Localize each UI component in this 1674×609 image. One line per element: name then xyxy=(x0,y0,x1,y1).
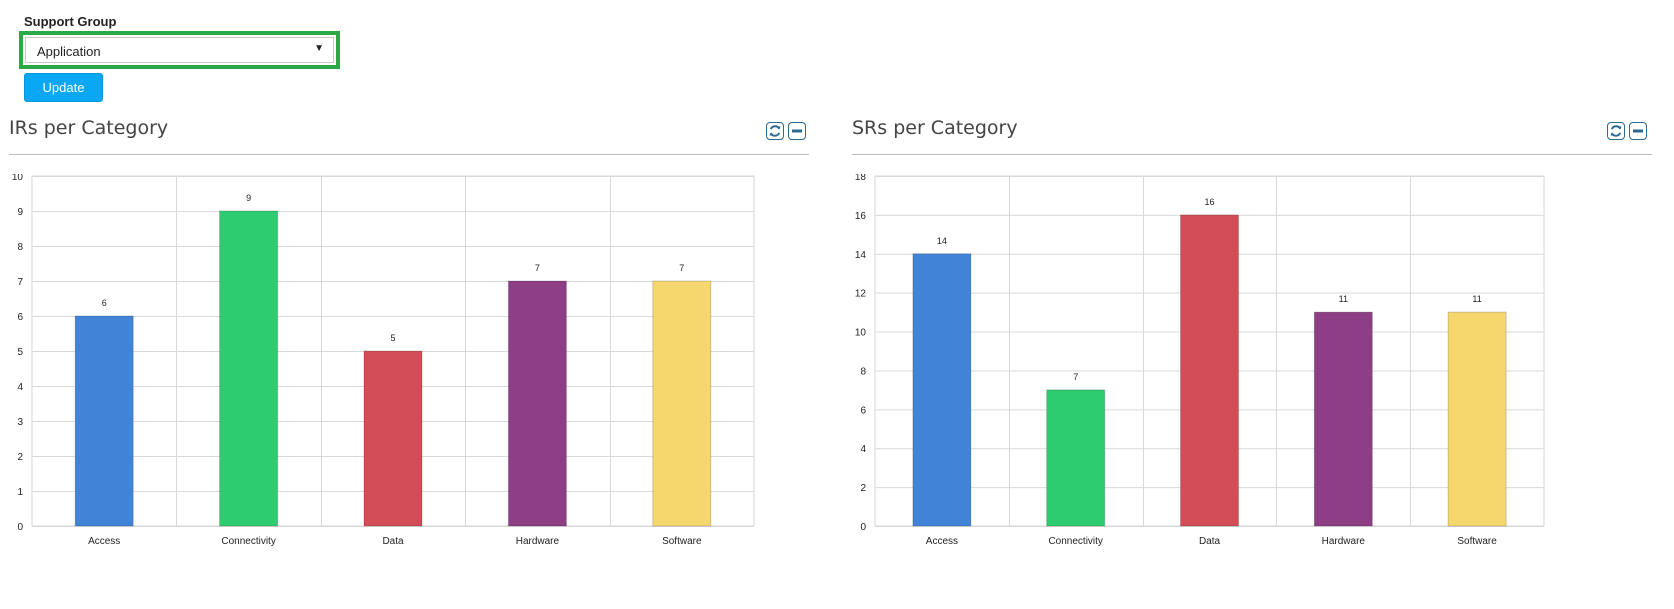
bar-hardware xyxy=(507,280,567,527)
x-tick-label: Data xyxy=(382,536,404,547)
y-tick-label: 7 xyxy=(17,277,23,288)
panel-title: IRs per Category xyxy=(9,117,169,139)
support-group-select-value: Application xyxy=(37,44,101,59)
x-tick-label: Hardware xyxy=(516,536,560,547)
minus-icon[interactable] xyxy=(1629,122,1647,140)
bar-hardware xyxy=(1313,311,1373,527)
x-tick-label: Access xyxy=(88,536,120,547)
x-tick-label: Connectivity xyxy=(1048,536,1102,547)
x-tick-label: Access xyxy=(926,536,958,547)
srs-bar-chart: 0 2 4 6 8 10 12 14 16 18 14 Access 7 Connectivity 16 Da… xyxy=(855,174,1545,547)
bar-access xyxy=(912,253,972,527)
y-tick-label: 0 xyxy=(860,522,866,533)
minus-icon[interactable] xyxy=(788,122,806,140)
bar-data xyxy=(363,350,423,527)
irs-per-category-panel: IRs per Category 0 1 2 3 4 5 6 7 8 9 10 6 Access 9 Con… xyxy=(9,112,809,592)
data-label: 9 xyxy=(246,193,251,203)
y-tick-label: 0 xyxy=(17,522,23,533)
bar-software xyxy=(1447,311,1507,527)
refresh-icon[interactable] xyxy=(1607,122,1625,140)
update-button[interactable]: Update xyxy=(24,73,103,102)
y-tick-label: 14 xyxy=(855,250,867,261)
x-tick-label: Connectivity xyxy=(221,536,275,547)
data-label: 6 xyxy=(102,298,107,308)
x-tick-label: Data xyxy=(1199,536,1221,547)
srs-per-category-panel: SRs per Category 0 2 4 6 8 10 12 14 16 18 14 Access… xyxy=(852,112,1652,592)
y-tick-label: 12 xyxy=(855,289,867,300)
y-tick-label: 4 xyxy=(860,444,866,455)
bar-software xyxy=(652,280,712,527)
y-tick-label: 6 xyxy=(860,405,866,416)
y-tick-label: 10 xyxy=(855,328,867,339)
x-tick-label: Hardware xyxy=(1322,536,1366,547)
panel-title: SRs per Category xyxy=(852,117,1018,139)
data-label: 7 xyxy=(535,263,540,273)
panel-divider xyxy=(9,154,809,155)
data-label: 7 xyxy=(1073,372,1078,382)
bar-connectivity xyxy=(1046,389,1106,527)
caret-down-icon: ▼ xyxy=(314,43,324,54)
bar-connectivity xyxy=(219,210,279,527)
bar-access xyxy=(74,315,134,527)
support-group-select-focus-ring: Application ▼ xyxy=(19,31,340,69)
y-tick-label: 8 xyxy=(860,366,866,377)
refresh-icon[interactable] xyxy=(766,122,784,140)
irs-bar-chart: 0 1 2 3 4 5 6 7 8 9 10 6 Access 9 Connectivity 5 Data 7 Ha… xyxy=(12,174,755,547)
y-tick-label: 10 xyxy=(12,174,24,183)
data-label: 14 xyxy=(937,236,947,246)
data-label: 16 xyxy=(1204,197,1214,207)
y-tick-label: 4 xyxy=(17,382,23,393)
support-group-label: Support Group xyxy=(24,14,117,29)
data-label: 7 xyxy=(679,263,684,273)
y-tick-label: 1 xyxy=(17,487,23,498)
y-tick-label: 5 xyxy=(17,347,23,358)
x-tick-label: Software xyxy=(1457,536,1497,547)
y-tick-label: 16 xyxy=(855,211,867,222)
y-tick-label: 2 xyxy=(17,452,23,463)
bar-data xyxy=(1180,214,1239,527)
x-tick-label: Software xyxy=(662,536,702,547)
y-tick-label: 2 xyxy=(860,483,866,494)
data-label: 11 xyxy=(1472,294,1481,304)
support-group-select[interactable]: Application ▼ xyxy=(25,37,334,63)
panel-divider xyxy=(852,154,1652,155)
data-label: 11 xyxy=(1339,294,1348,304)
y-tick-label: 18 xyxy=(855,174,867,183)
data-label: 5 xyxy=(390,333,395,343)
y-tick-label: 3 xyxy=(17,417,23,428)
y-tick-label: 8 xyxy=(17,242,23,253)
y-tick-label: 9 xyxy=(17,207,23,218)
y-tick-label: 6 xyxy=(17,312,23,323)
